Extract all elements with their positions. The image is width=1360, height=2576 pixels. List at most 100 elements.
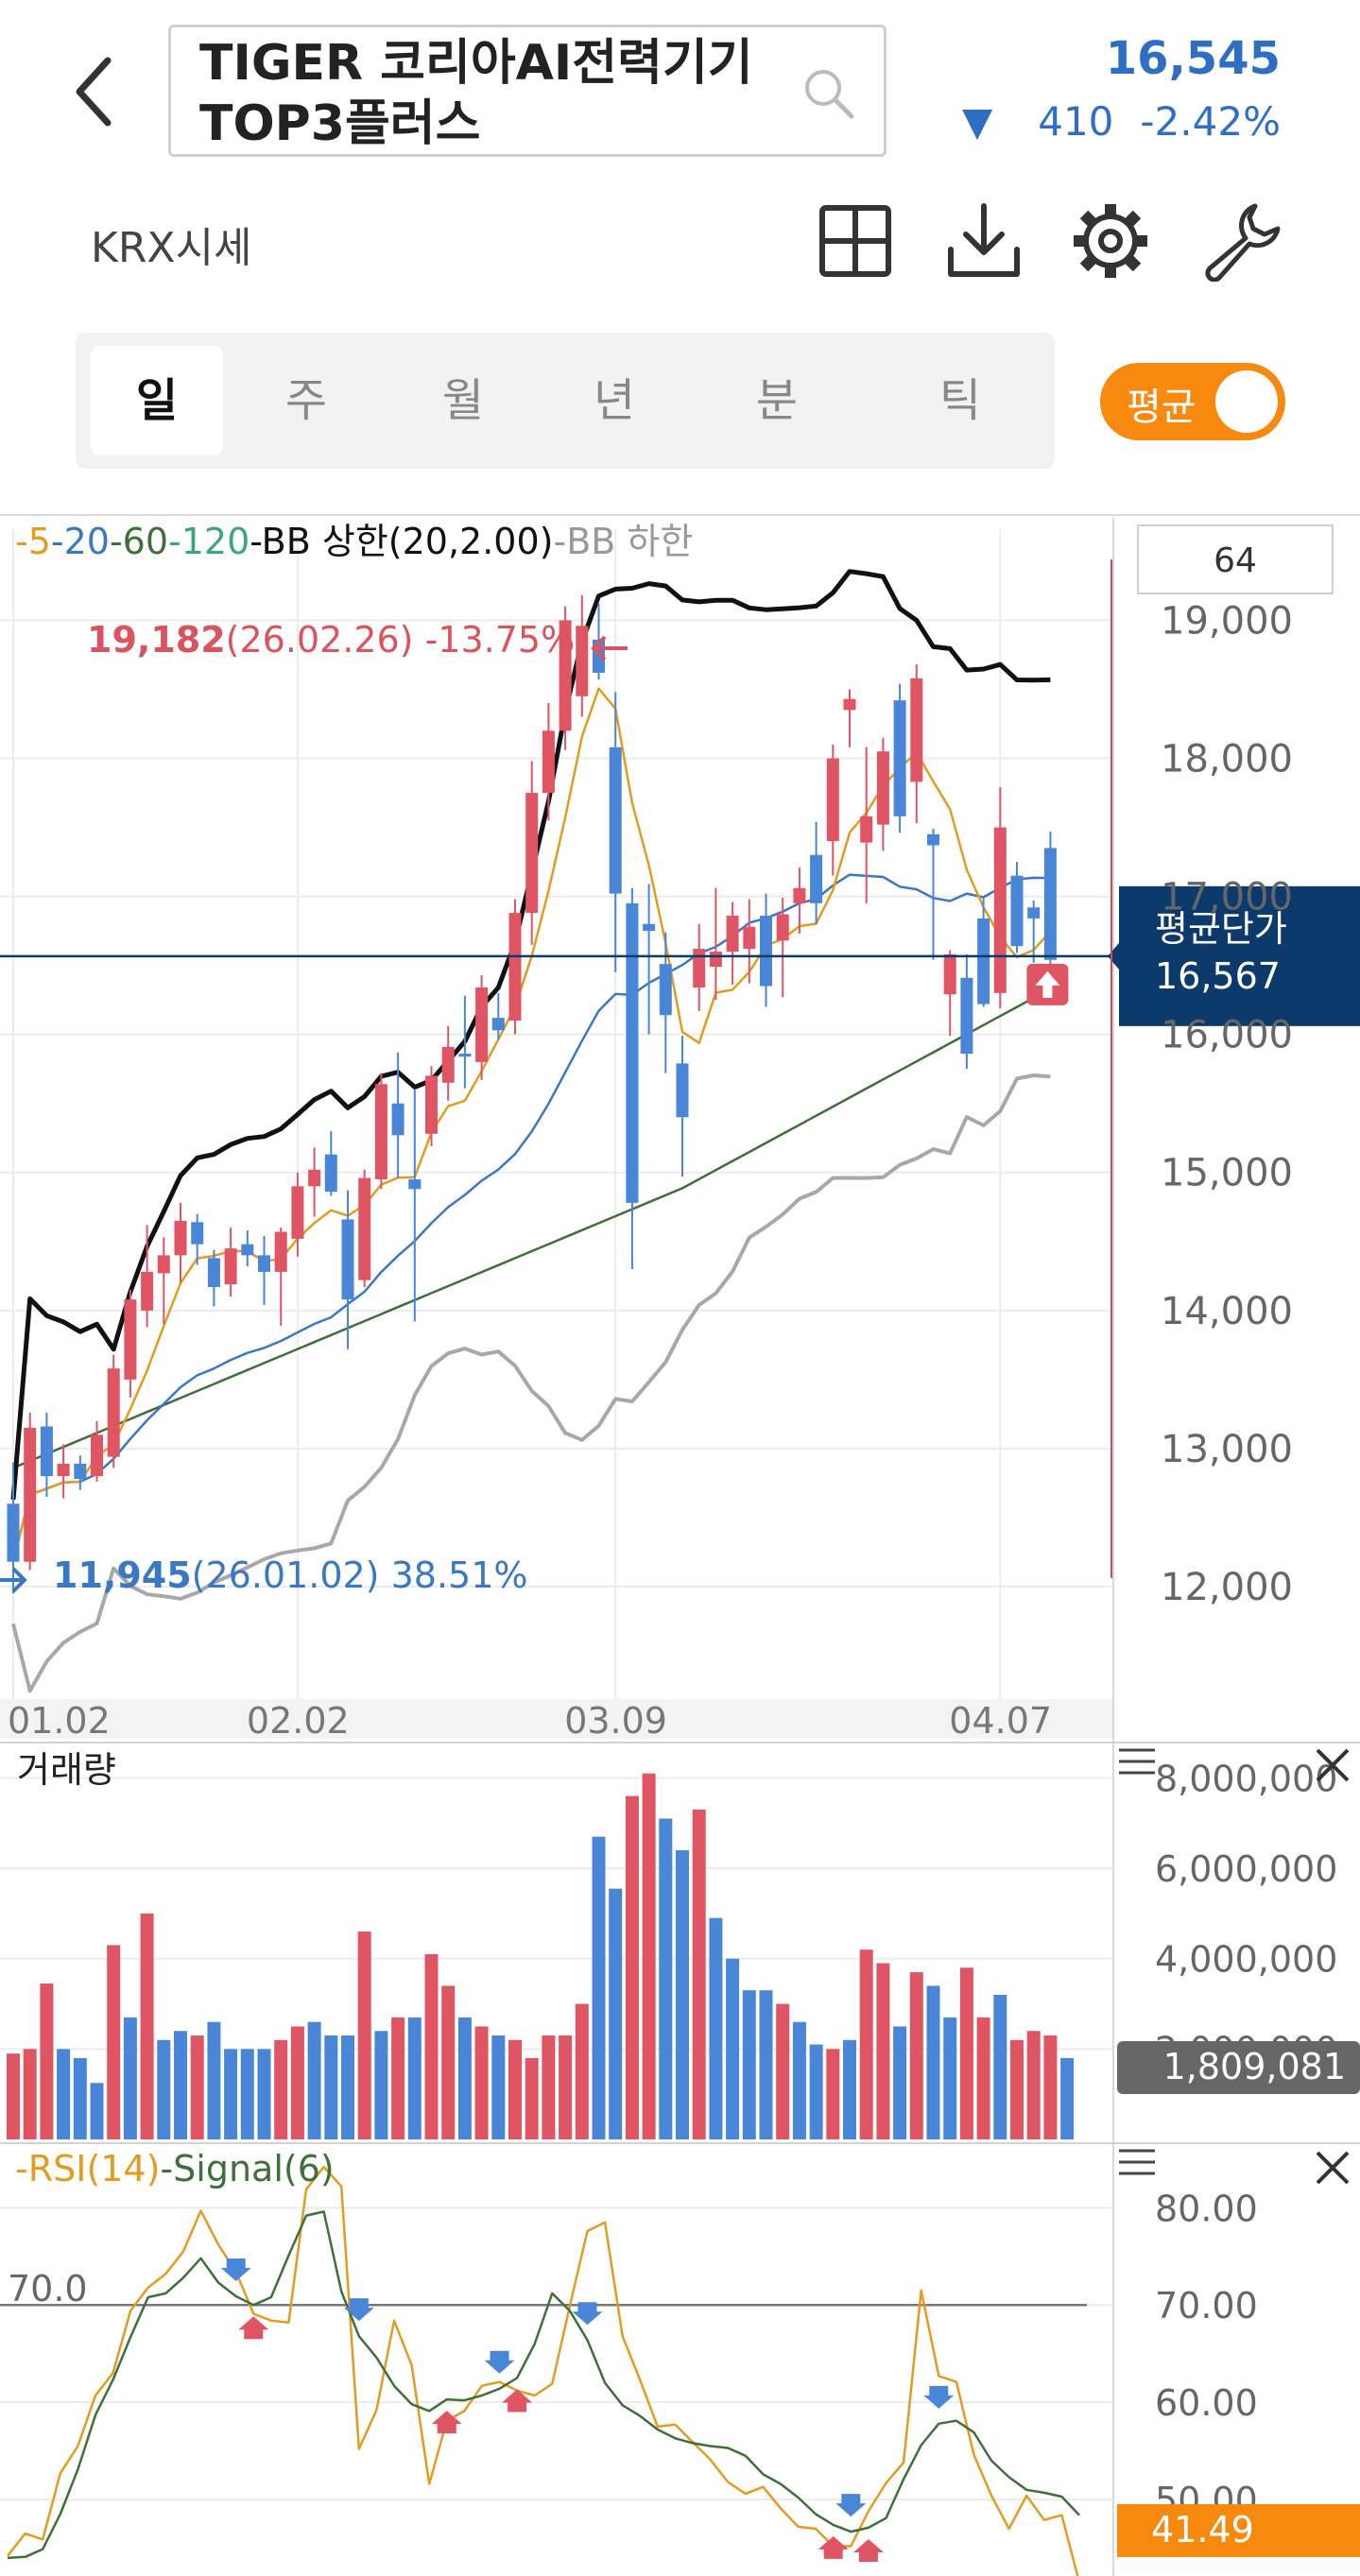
candle-body — [224, 1248, 237, 1285]
candle-body — [391, 1103, 405, 1136]
candle — [1027, 900, 1041, 963]
volume-bar — [1010, 2039, 1024, 2139]
volume-bar — [676, 1849, 689, 2139]
candle — [141, 1225, 154, 1328]
candle-body — [458, 1054, 472, 1057]
candle-body — [643, 923, 656, 932]
candle — [374, 1073, 387, 1190]
volume-bar — [123, 2017, 137, 2139]
volume-bar — [391, 2017, 405, 2139]
candle — [391, 1052, 405, 1178]
volume-bar — [659, 1818, 673, 2139]
x-tick-label: 02.02 — [247, 1700, 350, 1742]
up-arrow-icon — [502, 2389, 533, 2413]
candle — [542, 703, 555, 821]
volume-bar — [759, 1990, 773, 2139]
volume-bar — [474, 2026, 489, 2139]
candle — [241, 1230, 254, 1267]
candle-body — [141, 1271, 154, 1311]
down-arrow-icon — [572, 2302, 603, 2326]
wrench-icon[interactable] — [1200, 200, 1282, 282]
ma60-line — [12, 987, 1051, 1469]
volume-bar — [592, 1836, 606, 2139]
candle-body — [826, 758, 839, 842]
tab-year[interactable]: 년 — [593, 374, 636, 427]
avg-price-label: 평균단가 — [1155, 908, 1287, 950]
candle — [324, 1130, 337, 1196]
candle-body — [659, 964, 672, 1016]
candle-body — [993, 827, 1007, 993]
back-icon[interactable] — [60, 49, 127, 134]
volume-bar — [324, 2035, 338, 2139]
chart-legend: -5-20-60-120-BB 상한(20,2.00)-BB 하한 — [15, 521, 693, 562]
volume-bar — [726, 1958, 740, 2139]
down-arrow-icon — [343, 2298, 374, 2322]
tab-tick[interactable]: 틱 — [938, 374, 982, 427]
tab-month[interactable]: 월 — [441, 374, 485, 427]
volume-bar — [926, 1985, 940, 2139]
market-label: KRX시세 — [91, 224, 252, 272]
candle-body — [542, 730, 555, 794]
candle — [626, 887, 639, 1269]
legend-item: -BB 하한 — [554, 521, 694, 562]
candle — [910, 664, 923, 824]
search-box[interactable]: TIGER 코리아AI전력기기 TOP3플러스 — [168, 25, 887, 157]
volume-bar — [424, 1953, 439, 2139]
candle — [943, 950, 956, 1037]
average-toggle[interactable]: 평균 — [1100, 363, 1285, 440]
candle-body — [525, 793, 539, 914]
candle-body — [709, 952, 722, 968]
volume-bar — [341, 2035, 354, 2139]
legend-item: -BB 상한(20,2.00) — [250, 521, 553, 562]
volume-bar — [207, 2021, 221, 2139]
volume-bar — [1026, 2031, 1041, 2139]
down-arrow-icon — [220, 2258, 251, 2281]
volume-bar — [859, 1949, 873, 2139]
candle-body — [609, 747, 622, 894]
candle — [860, 747, 873, 903]
grid-add-icon[interactable] — [815, 200, 896, 282]
candle-body — [274, 1231, 287, 1272]
tab-week[interactable]: 주 — [284, 374, 328, 427]
price-change: ▼ 410 -2.42% — [936, 98, 1281, 145]
y-tick-label: 19,000 — [1161, 599, 1293, 643]
download-icon[interactable] — [943, 200, 1024, 282]
volume-bar — [107, 1945, 121, 2139]
stock-chart[interactable]: 평균단가 16,567 12,000 13,000 14,000 15,000 16,000… — [0, 510, 1360, 2576]
menu-icon — [1119, 1748, 1155, 1775]
candle-body — [374, 1084, 387, 1180]
ma20-line — [11, 873, 1051, 1563]
tab-minute[interactable]: 분 — [755, 374, 799, 427]
candle-body — [893, 700, 906, 816]
high-marker-part: -13.75% — [414, 619, 576, 661]
candle-body — [1010, 875, 1024, 947]
volume-bar — [742, 1990, 756, 2139]
candle — [74, 1455, 87, 1490]
volume-bar — [457, 2017, 472, 2139]
candle — [993, 787, 1007, 1008]
candle — [893, 683, 906, 833]
candle-body — [693, 949, 706, 987]
gear-icon[interactable] — [1070, 200, 1151, 282]
candle — [491, 992, 505, 1040]
tab-day[interactable]: 일 — [91, 346, 223, 455]
search-icon[interactable] — [801, 65, 857, 122]
volume-bar — [893, 2026, 907, 2139]
rsi-last-value: 41.49 — [1151, 2509, 1254, 2550]
legend-item: -120 — [168, 521, 250, 562]
rsi-legend: -RSI(14)-Signal(6) — [15, 2148, 335, 2190]
volume-bar — [90, 2083, 104, 2139]
y-tick-label: 4,000,000 — [1155, 1939, 1337, 1981]
candle-body — [960, 977, 973, 1055]
volume-bar — [642, 1773, 656, 2139]
volume-bar — [826, 2049, 840, 2139]
candle — [207, 1249, 220, 1307]
volume-bar — [357, 1932, 371, 2139]
volume-bar — [257, 2049, 271, 2139]
candle — [475, 974, 489, 1080]
x-tick-label: 01.02 — [8, 1700, 111, 1742]
candle-body — [843, 698, 856, 711]
candle — [843, 689, 856, 747]
candle-body — [559, 620, 572, 731]
y-tick-label: 16,000 — [1161, 1014, 1293, 1057]
